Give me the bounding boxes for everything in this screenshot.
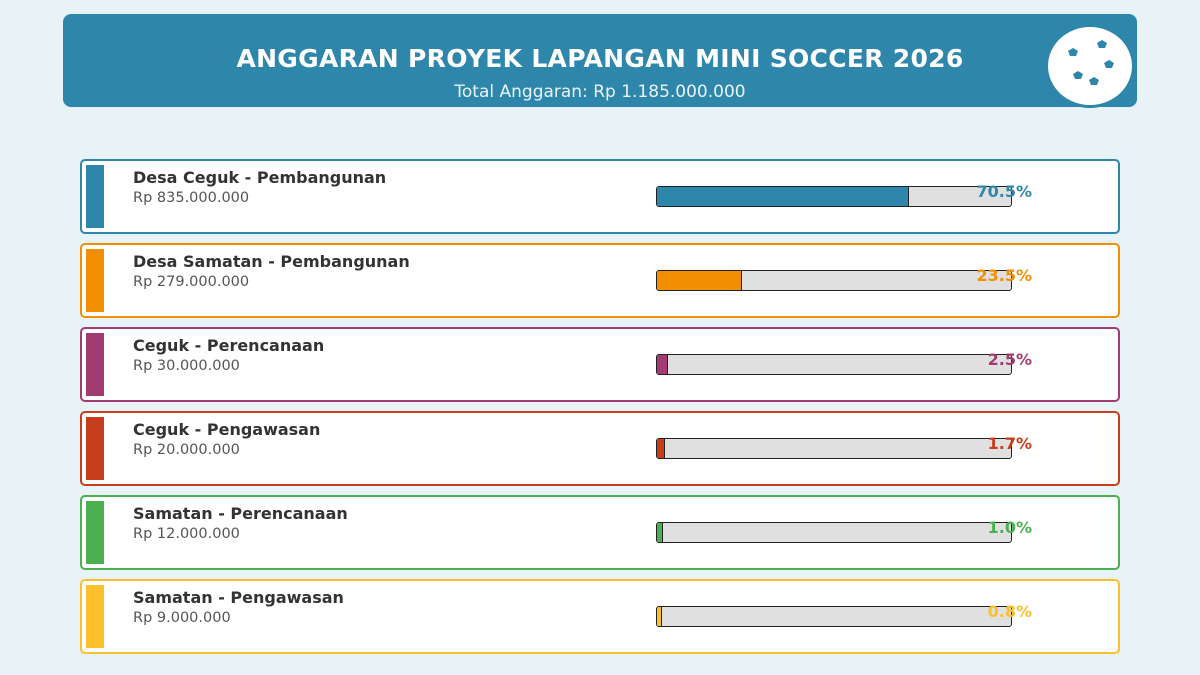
budget-row: Desa Samatan - Pembangunan Rp 279.000.000…: [80, 243, 1120, 318]
chart-subtitle: Total Anggaran: Rp 1.185.000.000: [454, 82, 746, 102]
row-accent-bar: [86, 501, 104, 564]
percent-label: 1.7%: [987, 434, 1032, 453]
percent-label: 70.5%: [976, 182, 1032, 201]
budget-row: Ceguk - Pengawasan Rp 20.000.000 1.7%: [80, 411, 1120, 486]
soccer-ball-icon: [1046, 26, 1134, 108]
progress-bar-fill: [657, 523, 663, 542]
progress-bar-fill: [657, 355, 668, 374]
row-amount-label: Rp 30.000.000: [133, 358, 240, 374]
budget-row: Samatan - Pengawasan Rp 9.000.000 0.8%: [80, 579, 1120, 654]
percent-label: 2.5%: [987, 350, 1032, 369]
percent-label: 0.8%: [987, 602, 1032, 621]
progress-bar-fill: [657, 271, 743, 290]
row-accent-bar: [86, 165, 104, 228]
row-category-label: Samatan - Pengawasan: [133, 588, 344, 607]
progress-track: [656, 522, 1012, 543]
row-amount-label: Rp 20.000.000: [133, 442, 240, 458]
header-banner: ANGGARAN PROYEK LAPANGAN MINI SOCCER 202…: [63, 14, 1137, 107]
progress-bar-fill: [657, 187, 909, 206]
row-category-label: Ceguk - Pengawasan: [133, 420, 321, 439]
budget-row: Desa Ceguk - Pembangunan Rp 835.000.000 70…: [80, 159, 1120, 234]
row-category-label: Ceguk - Perencanaan: [133, 336, 325, 355]
budget-row: Samatan - Perencanaan Rp 12.000.000 1.0%: [80, 495, 1120, 570]
budget-row: Ceguk - Perencanaan Rp 30.000.000 2.5%: [80, 327, 1120, 402]
row-accent-bar: [86, 333, 104, 396]
chart-title: ANGGARAN PROYEK LAPANGAN MINI SOCCER 202…: [236, 44, 964, 73]
progress-bar-fill: [657, 439, 666, 458]
progress-track: [656, 354, 1012, 375]
row-accent-bar: [86, 417, 104, 480]
progress-track: [656, 606, 1012, 627]
row-accent-bar: [86, 585, 104, 648]
percent-label: 23.5%: [976, 266, 1032, 285]
row-amount-label: Rp 279.000.000: [133, 274, 250, 290]
row-amount-label: Rp 835.000.000: [133, 190, 250, 206]
progress-track: [656, 186, 1012, 207]
percent-label: 1.0%: [987, 518, 1032, 537]
row-category-label: Desa Samatan - Pembangunan: [133, 252, 410, 271]
progress-track: [656, 270, 1012, 291]
row-accent-bar: [86, 249, 104, 312]
row-amount-label: Rp 12.000.000: [133, 526, 240, 542]
row-amount-label: Rp 9.000.000: [133, 610, 231, 626]
row-category-label: Desa Ceguk - Pembangunan: [133, 168, 387, 187]
progress-bar-fill: [657, 607, 662, 626]
row-category-label: Samatan - Perencanaan: [133, 504, 348, 523]
progress-track: [656, 438, 1012, 459]
